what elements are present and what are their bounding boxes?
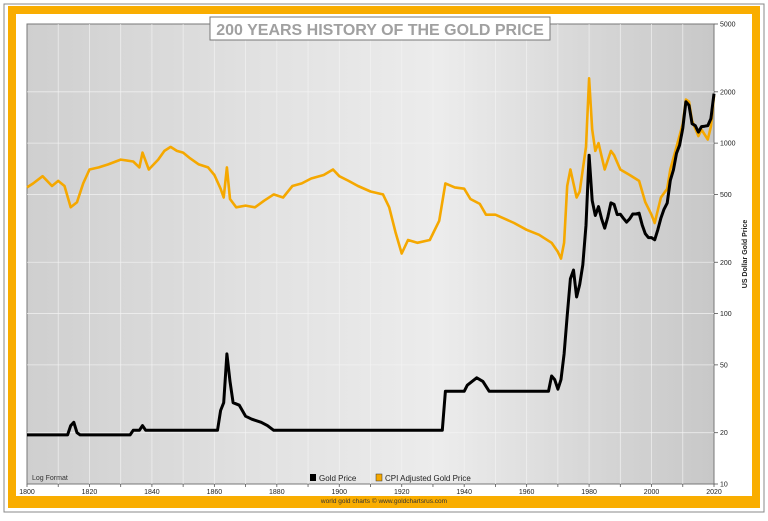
y-tick-label: 500 bbox=[720, 192, 732, 199]
x-tick-label: 1820 bbox=[82, 489, 98, 496]
x-tick-label: 1800 bbox=[19, 489, 35, 496]
y-tick-label: 200 bbox=[720, 260, 732, 267]
y-tick-label: 5000 bbox=[720, 22, 736, 29]
gold-price-line bbox=[27, 93, 716, 437]
x-tick-label: 1940 bbox=[456, 489, 472, 496]
scale-note: Log Format bbox=[32, 475, 68, 482]
y-tick-label: 100 bbox=[720, 311, 732, 318]
legend-label-gold: Gold Price bbox=[319, 474, 357, 483]
legend-label-cpi: CPI Adjusted Gold Price bbox=[385, 474, 471, 483]
x-tick-label: 1960 bbox=[519, 489, 535, 496]
y-axis-label: US Dollar Gold Price bbox=[742, 220, 749, 289]
footer-credit: world gold charts © www.goldchartsrus.co… bbox=[320, 497, 447, 505]
y-tick-label: 50 bbox=[720, 362, 728, 369]
x-tick-label: 1920 bbox=[394, 489, 410, 496]
legend-swatch-cpi bbox=[375, 473, 383, 482]
legend-swatch-gold bbox=[310, 474, 316, 481]
x-tick-label: 1860 bbox=[207, 489, 223, 496]
y-tick-label: 2000 bbox=[720, 89, 736, 96]
title-box bbox=[209, 16, 551, 41]
x-tick-label: 1880 bbox=[269, 489, 285, 496]
chart-title: 200 YEARS HISTORY OF THE GOLD PRICE bbox=[216, 22, 544, 39]
x-tick-label: 1900 bbox=[331, 489, 347, 496]
x-tick-label: 1840 bbox=[144, 489, 160, 496]
x-tick-label: 1980 bbox=[581, 489, 597, 496]
y-tick-label: 10 bbox=[720, 482, 728, 489]
x-tick-label: 2000 bbox=[644, 489, 660, 496]
x-tick-label: 2020 bbox=[706, 489, 722, 496]
cpi-adjusted-line bbox=[26, 77, 716, 260]
y-tick-label: 1000 bbox=[720, 141, 736, 148]
y-tick-label: 20 bbox=[720, 430, 728, 437]
